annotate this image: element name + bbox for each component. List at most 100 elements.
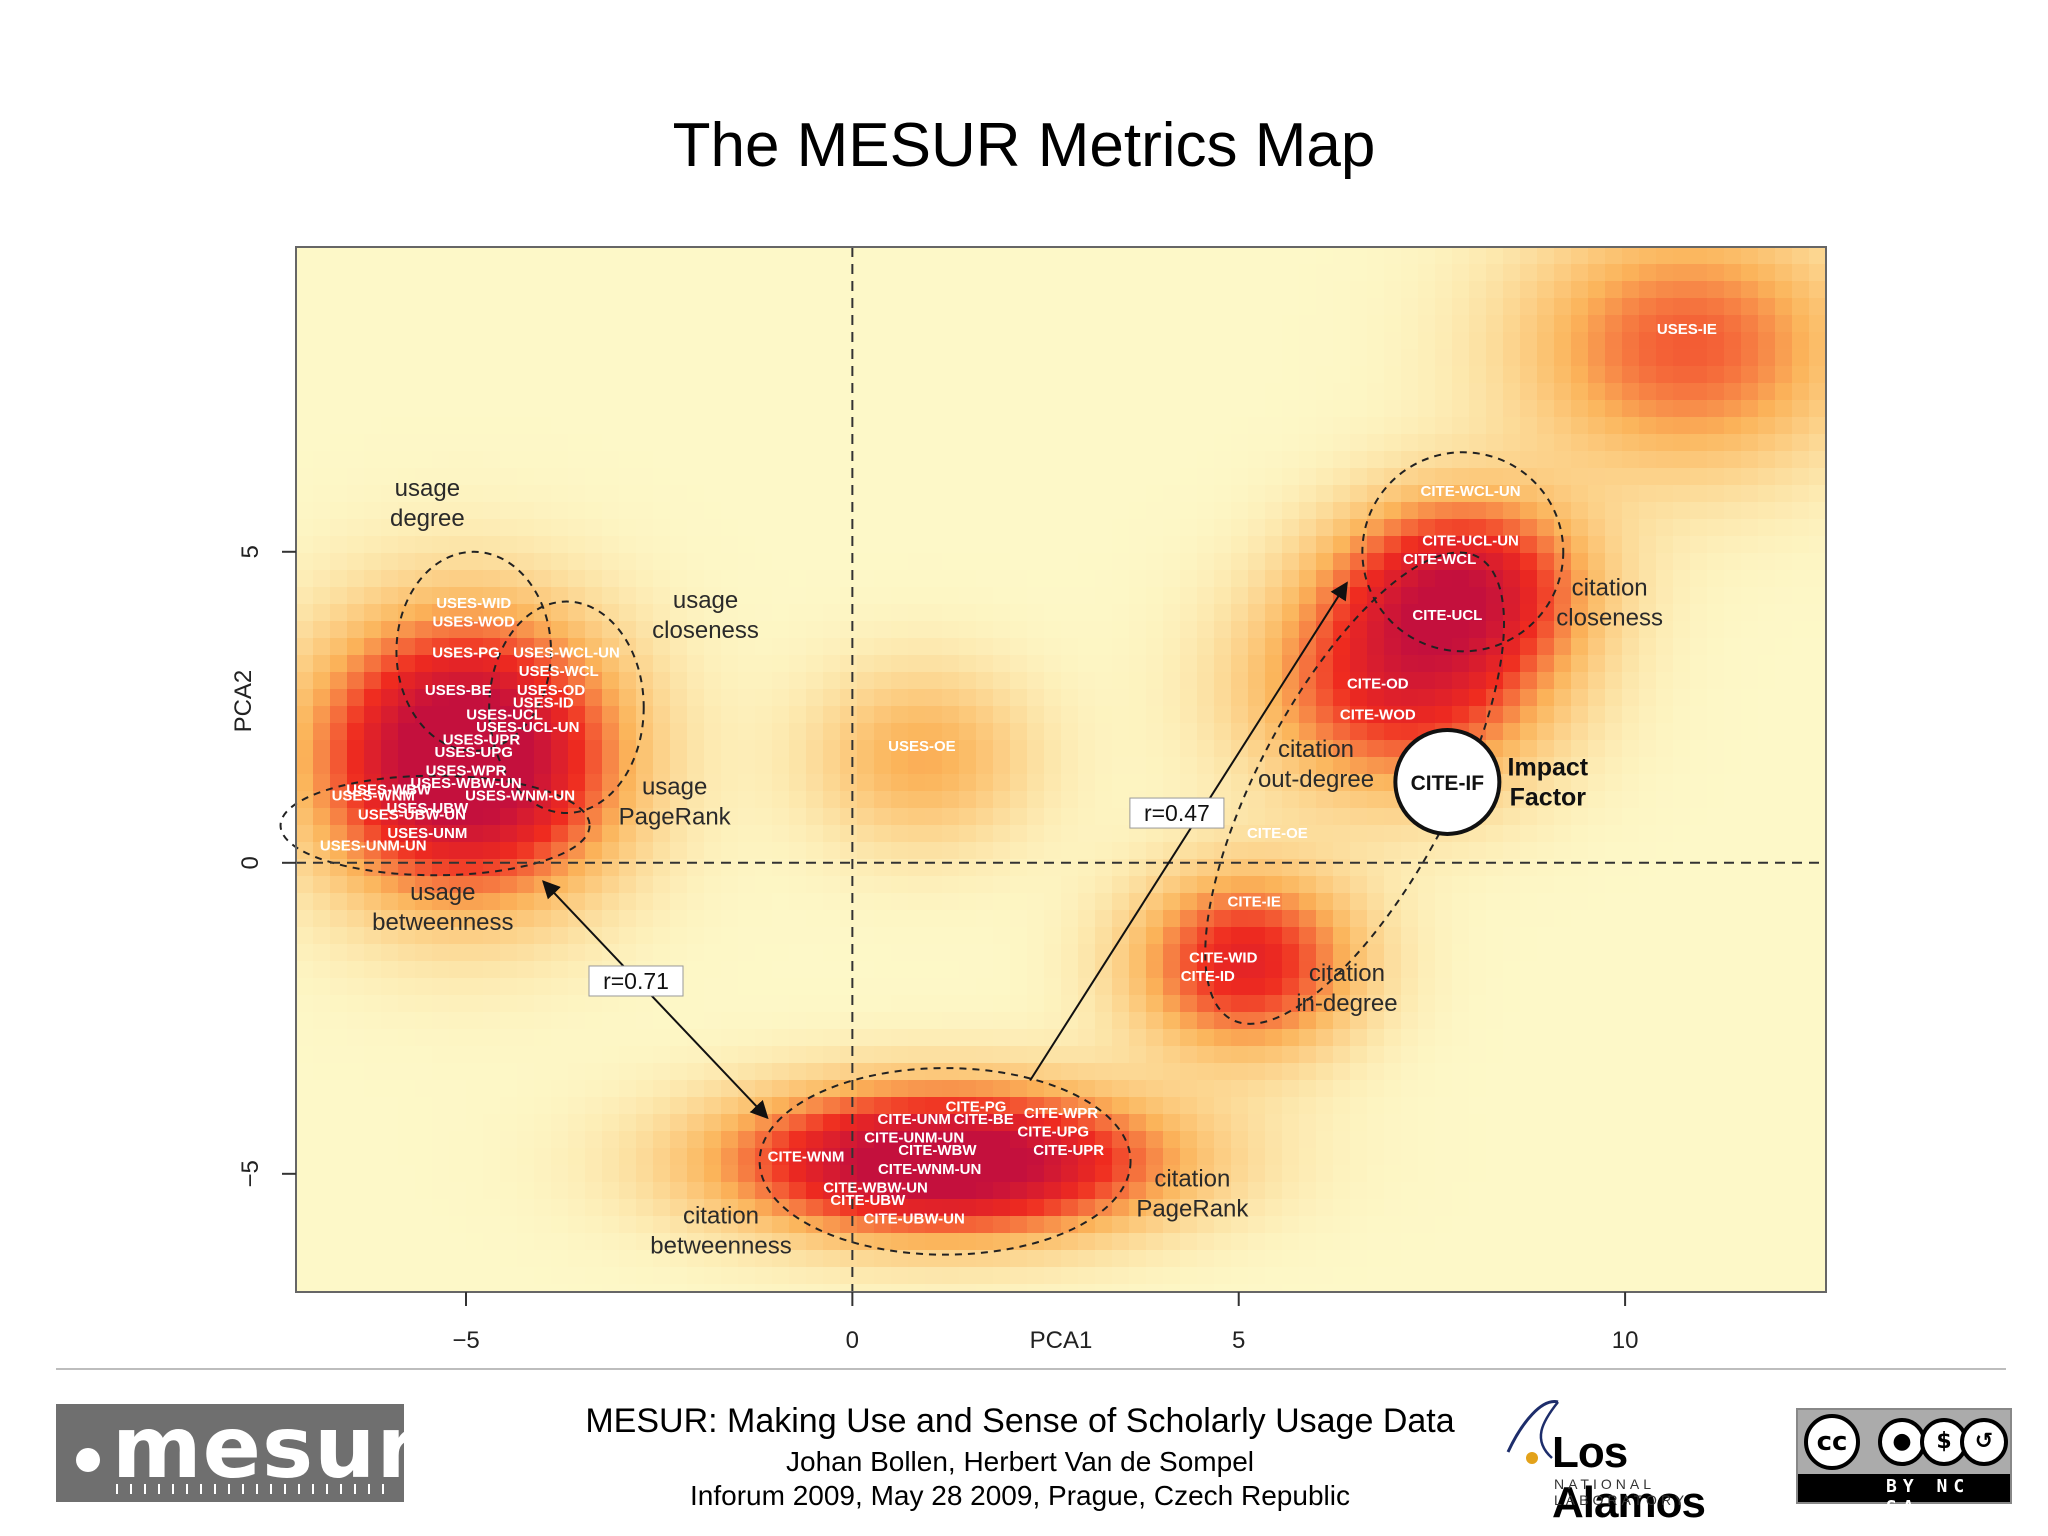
- heat-cell: [687, 383, 704, 400]
- heat-cell: [1010, 553, 1027, 570]
- heat-cell: [653, 264, 670, 281]
- heat-cell: [568, 910, 585, 927]
- heat-cell: [942, 978, 959, 995]
- heat-cell: [1350, 672, 1367, 689]
- heat-cell: [1384, 1182, 1401, 1199]
- heat-cell: [398, 791, 415, 808]
- heat-cell: [398, 825, 415, 842]
- heat-cell: [840, 927, 857, 944]
- heat-cell: [1180, 859, 1197, 876]
- heat-cell: [976, 995, 993, 1012]
- heat-cell: [381, 587, 398, 604]
- heat-cell: [959, 1148, 976, 1165]
- heat-cell: [908, 944, 925, 961]
- heat-cell: [364, 757, 381, 774]
- heat-cell: [1622, 400, 1639, 417]
- heat-cell: [1350, 1012, 1367, 1029]
- heat-cell: [1639, 587, 1656, 604]
- heat-cell: [789, 1250, 806, 1267]
- heat-cell: [1214, 723, 1231, 740]
- heat-cell: [449, 689, 466, 706]
- heat-cell: [1537, 1046, 1554, 1063]
- heat-cell: [755, 1029, 772, 1046]
- heat-cell: [1537, 1131, 1554, 1148]
- heat-cell: [1248, 1182, 1265, 1199]
- heat-cell: [942, 1063, 959, 1080]
- heat-cell: [1231, 451, 1248, 468]
- heat-cell: [466, 757, 483, 774]
- heat-cell: [823, 1063, 840, 1080]
- heat-cell: [1248, 247, 1265, 264]
- heat-cell: [432, 1114, 449, 1131]
- heat-cell: [653, 383, 670, 400]
- heat-cell: [1180, 1216, 1197, 1233]
- heat-cell: [602, 417, 619, 434]
- heat-cell: [381, 264, 398, 281]
- heat-cell: [330, 587, 347, 604]
- heat-cell: [721, 774, 738, 791]
- heat-cell: [517, 1165, 534, 1182]
- heat-cell: [976, 1097, 993, 1114]
- heat-cell: [738, 859, 755, 876]
- heat-cell: [500, 298, 517, 315]
- heat-cell: [1010, 842, 1027, 859]
- heat-cell: [1282, 757, 1299, 774]
- heat-cell: [1248, 502, 1265, 519]
- heat-cell: [551, 451, 568, 468]
- heat-cell: [551, 689, 568, 706]
- heat-cell: [1571, 757, 1588, 774]
- heat-cell: [330, 1284, 347, 1292]
- heat-cell: [1435, 927, 1452, 944]
- heat-cell: [1656, 298, 1673, 315]
- heat-cell: [1044, 315, 1061, 332]
- heat-cell: [1622, 536, 1639, 553]
- heat-cell: [1639, 434, 1656, 451]
- heat-cell: [1095, 1148, 1112, 1165]
- heat-cell: [670, 1063, 687, 1080]
- heat-cell: [1061, 757, 1078, 774]
- heat-cell: [806, 366, 823, 383]
- heat-cell: [1452, 1148, 1469, 1165]
- heat-cell: [789, 893, 806, 910]
- heat-cell: [1027, 536, 1044, 553]
- heat-cell: [908, 298, 925, 315]
- heat-cell: [1520, 1250, 1537, 1267]
- heat-cell: [908, 247, 925, 264]
- heat-cell: [1350, 774, 1367, 791]
- heat-cell: [415, 604, 432, 621]
- heat-cell: [1078, 1267, 1095, 1284]
- heat-cell: [1231, 349, 1248, 366]
- heat-cell: [381, 995, 398, 1012]
- heat-cell: [959, 740, 976, 757]
- heat-cell: [1554, 927, 1571, 944]
- heat-cell: [857, 655, 874, 672]
- heat-cell: [364, 876, 381, 893]
- heat-cell: [721, 1284, 738, 1292]
- heat-cell: [1520, 366, 1537, 383]
- heat-cell: [993, 876, 1010, 893]
- heat-cell: [1656, 536, 1673, 553]
- heat-cell: [772, 757, 789, 774]
- heat-cell: [1367, 723, 1384, 740]
- heat-cell: [1639, 978, 1656, 995]
- heat-cell: [670, 1012, 687, 1029]
- heat-cell: [347, 468, 364, 485]
- heat-cell: [891, 400, 908, 417]
- heat-cell: [1639, 1250, 1656, 1267]
- density-heatmap: [296, 247, 1826, 1292]
- heat-cell: [1469, 978, 1486, 995]
- heat-cell: [364, 1199, 381, 1216]
- heat-cell: [619, 876, 636, 893]
- heat-cell: [1061, 1250, 1078, 1267]
- heat-cell: [1299, 893, 1316, 910]
- heat-cell: [857, 400, 874, 417]
- heat-cell: [1384, 995, 1401, 1012]
- heat-cell: [381, 434, 398, 451]
- heat-cell: [415, 774, 432, 791]
- heat-cell: [1248, 1029, 1265, 1046]
- heat-cell: [1520, 298, 1537, 315]
- heat-cell: [857, 1114, 874, 1131]
- heat-cell: [1180, 740, 1197, 757]
- heat-cell: [1214, 366, 1231, 383]
- heat-cell: [1078, 434, 1095, 451]
